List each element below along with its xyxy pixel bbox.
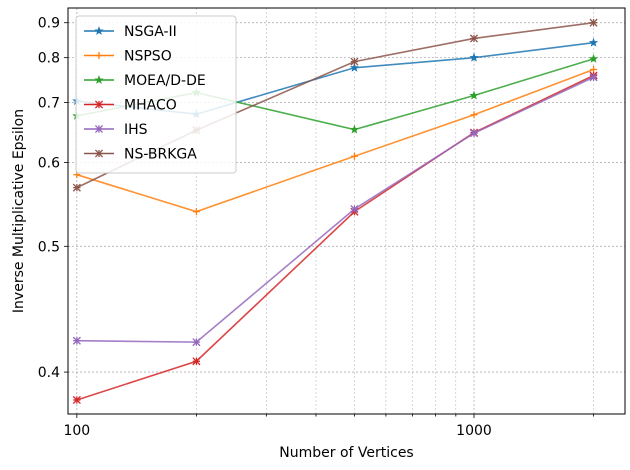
data-point	[350, 57, 359, 66]
legend-item: NSPSO	[84, 49, 172, 65]
data-point	[588, 53, 599, 63]
y-tick-label: 0.7	[38, 96, 60, 112]
data-point	[192, 357, 201, 366]
data-point	[589, 18, 598, 27]
y-axis-label: Inverse Multiplicative Epsilon	[11, 109, 27, 313]
legend-box	[75, 15, 237, 174]
data-point	[350, 152, 358, 160]
legend-label: MOEA/D-DE	[124, 73, 206, 89]
legend-label: IHS	[124, 122, 148, 138]
x-axis-label: Number of Vertices	[279, 445, 413, 461]
data-point	[72, 183, 81, 192]
legend-label: MHACO	[124, 98, 177, 114]
data-point	[588, 37, 599, 47]
legend-marker	[94, 100, 104, 109]
legend-item: MHACO	[84, 98, 177, 114]
data-point	[192, 338, 201, 347]
legend-marker	[94, 124, 104, 134]
y-tick-label: 0.9	[38, 16, 60, 32]
data-point	[72, 395, 81, 405]
legend-item: NS-BRKGA	[84, 147, 197, 163]
data-point	[470, 111, 478, 119]
legend-marker	[94, 26, 104, 35]
legend-item: IHS	[84, 122, 148, 138]
data-point	[469, 52, 479, 62]
legend-item: MOEA/D-DE	[84, 73, 206, 89]
data-point	[589, 73, 598, 82]
data-point	[590, 65, 598, 73]
data-point	[349, 62, 360, 72]
data-point	[469, 129, 479, 138]
series-ihs	[72, 73, 598, 347]
data-point	[469, 34, 479, 43]
legend-marker	[94, 149, 104, 158]
axis-ticks: 100 1000 0.4 0.5 0.6 0.7 0.8 0.9	[38, 16, 594, 439]
data-point	[72, 336, 81, 345]
data-point	[192, 208, 200, 216]
data-point	[349, 124, 360, 134]
legend-label: NSGA-II	[124, 24, 177, 40]
y-tick-label: 0.6	[38, 155, 60, 171]
legend-item: NSGA-II	[84, 24, 177, 40]
y-tick-label: 0.8	[38, 51, 60, 67]
legend-label: NSPSO	[124, 49, 172, 65]
data-point	[350, 204, 359, 214]
y-tick-label: 0.5	[38, 239, 60, 255]
legend-marker	[95, 52, 103, 59]
y-tick-label: 0.4	[38, 365, 60, 381]
legend-label: NS-BRKGA	[124, 147, 197, 163]
x-tick-label: 1000	[456, 423, 492, 439]
legend-marker	[94, 75, 104, 84]
x-tick-label: 100	[63, 423, 90, 439]
data-point	[469, 90, 479, 100]
plot-area-frame	[67, 7, 626, 415]
legend: NSGA-II NSPSO MOEA/D-DE MHACO IHS NS-BRKGA	[75, 15, 237, 174]
